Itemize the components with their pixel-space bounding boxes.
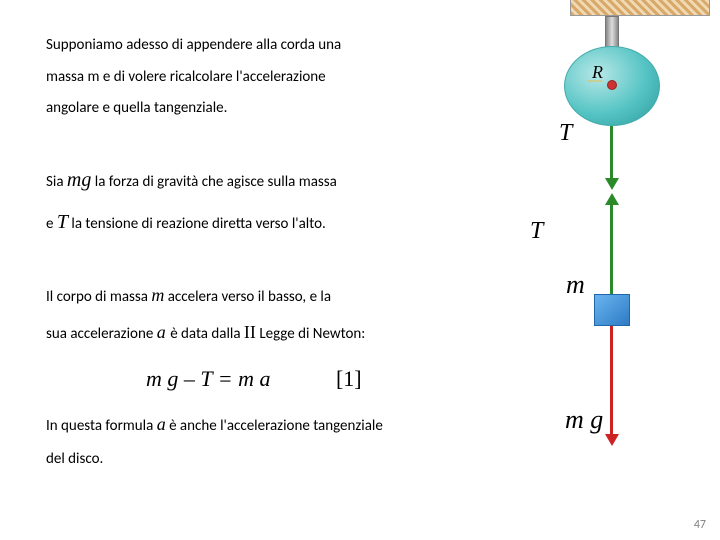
line: e T la tensione di reazione diretta vers… <box>46 215 326 233</box>
var-T: T <box>57 211 68 233</box>
disc-center <box>607 80 617 90</box>
text: e <box>46 215 57 233</box>
text: è data dalla <box>170 325 244 343</box>
label-T-upper: T <box>559 120 572 147</box>
var-a: a <box>157 414 166 434</box>
page-number: 47 <box>694 518 706 532</box>
text: la forza di gravità che agisce sulla mas… <box>91 173 336 191</box>
text: accelera verso il basso, e la <box>164 288 331 306</box>
text: Il corpo di massa <box>46 288 151 306</box>
line: In questa formula a è anche l'accelerazi… <box>46 417 383 435</box>
paragraph-1: Supponiamo adesso di appendere alla cord… <box>46 30 476 125</box>
label-m: m <box>566 270 585 300</box>
text: è anche l'accelerazione tangenziale <box>166 417 383 435</box>
equation-1: m g – T = m a [1] <box>146 366 476 392</box>
var-m: m <box>151 285 164 305</box>
tension-arrow-1-head <box>605 178 619 190</box>
var-mg: mg <box>67 169 91 191</box>
roman-II: II <box>244 322 256 342</box>
line: angolare e quella tangenziale. <box>46 99 227 117</box>
eq-lhs: m g – T = m a <box>146 366 270 391</box>
line: del disco. <box>46 450 103 468</box>
paragraph-4: In questa formula a è anche l'accelerazi… <box>46 406 476 475</box>
line: massa m e di volere ricalcolare l'accele… <box>46 68 326 86</box>
mass-block <box>594 294 630 326</box>
text: Sia <box>46 173 67 191</box>
var-a: a <box>157 322 171 342</box>
ceiling-hatch <box>570 0 710 16</box>
label-mg: m g <box>565 405 603 435</box>
label-T-lower: T <box>530 218 543 245</box>
text: la tensione di reazione diretta verso l'… <box>68 215 326 233</box>
label-R: R <box>592 62 603 83</box>
paragraph-2: Sia mg la forza di gravità che agisce su… <box>46 159 476 243</box>
line: Sia mg la forza di gravità che agisce su… <box>46 173 337 191</box>
tension-arrow-2-shaft <box>610 204 613 294</box>
eq-label: [1] <box>336 366 362 391</box>
tension-arrow-2-head <box>605 193 619 205</box>
physics-diagram: R T T m m g <box>490 0 710 480</box>
tension-arrow-1-shaft <box>610 126 613 181</box>
paragraph-3: Il corpo di massa m accelera verso il ba… <box>46 277 476 353</box>
text: Legge di Newton: <box>256 325 365 343</box>
text: In questa formula <box>46 417 157 435</box>
line: Il corpo di massa m accelera verso il ba… <box>46 288 331 306</box>
text: sua accelerazione <box>46 325 157 343</box>
line: Supponiamo adesso di appendere alla cord… <box>46 36 341 54</box>
weight-arrow-head <box>605 434 619 446</box>
line: sua accelerazione a è data dalla II Legg… <box>46 325 365 343</box>
weight-arrow-shaft <box>610 326 613 436</box>
